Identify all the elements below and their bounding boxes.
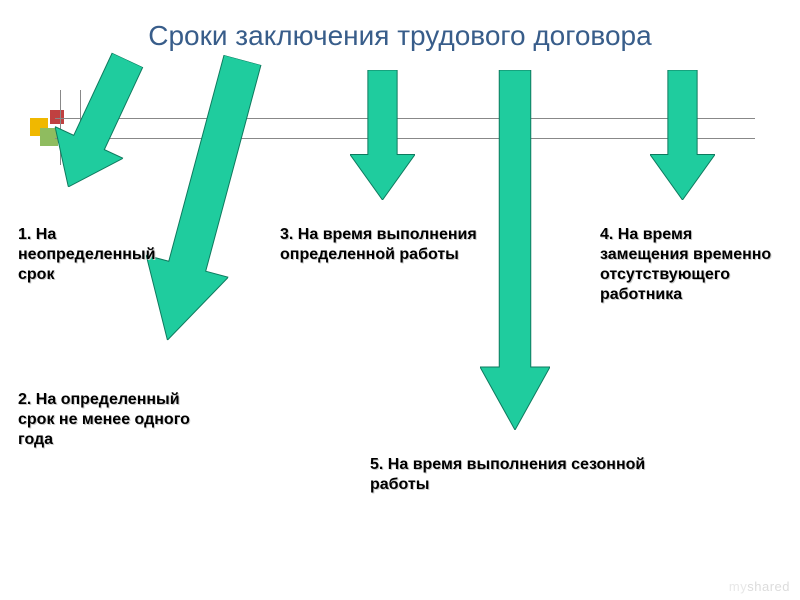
item-3: 3. На время выполнения определенной рабо… xyxy=(280,225,510,265)
item-1: 1. На неопределенный срок xyxy=(18,225,188,285)
item-2: 2. На определенный срок не менее одного … xyxy=(18,390,198,450)
arrow-4 xyxy=(650,70,715,200)
watermark: myshared xyxy=(729,579,790,594)
item-4: 4. На время замещения временно отсутству… xyxy=(600,225,780,305)
item-5: 5. На время выполнения сезонной работы xyxy=(370,455,690,495)
page-title: Сроки заключения трудового договора xyxy=(0,20,800,52)
arrow-3 xyxy=(350,70,415,200)
